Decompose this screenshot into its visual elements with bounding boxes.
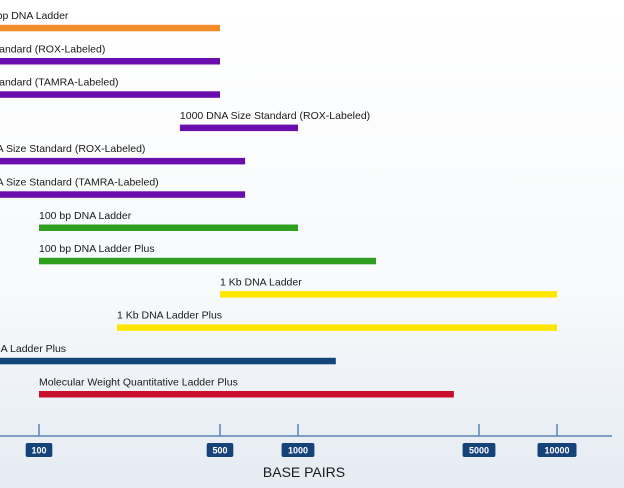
bar-1 bbox=[0, 24, 220, 32]
x-axis-title: BASE PAIRS bbox=[263, 464, 345, 480]
bars-layer: 50-500 bp DNA Ladder 500 DNA Size Standar… bbox=[0, 10, 557, 398]
x-tick-label: 10000 bbox=[544, 446, 569, 456]
bar-label: 1000 DNA Size Standard (ROX-Labeled) bbox=[180, 110, 370, 122]
bar-9 bbox=[220, 291, 557, 298]
bar-label: 625 DNA Size Standard (TAMRA-Labeled) bbox=[0, 177, 159, 189]
x-axis: 100 500 1000 5000 10000 bbox=[0, 424, 612, 457]
bar-8 bbox=[39, 257, 376, 265]
bar-12 bbox=[39, 391, 454, 398]
x-tick-label: 100 bbox=[31, 446, 46, 456]
bar-11 bbox=[0, 357, 336, 365]
bar-label: 100 bp DNA Ladder bbox=[39, 210, 132, 222]
x-tick-box bbox=[206, 443, 234, 457]
bar-label: 500 DNA Size Standard (TAMRA-Labeled) bbox=[0, 77, 119, 89]
x-tick-label: 5000 bbox=[469, 446, 489, 456]
bar-label: 2 Kb DNA Ladder Plus bbox=[0, 343, 66, 355]
x-tick-label: 500 bbox=[212, 446, 227, 456]
bar-label: Molecular Weight Quantitative Ladder Plu… bbox=[39, 376, 238, 388]
x-tick-label: 1000 bbox=[288, 446, 308, 456]
bar-10 bbox=[117, 324, 557, 331]
bar-6 bbox=[0, 191, 246, 198]
x-tick-box bbox=[281, 443, 315, 457]
bar-3 bbox=[0, 91, 221, 98]
bar-7 bbox=[39, 224, 298, 231]
bar-label: 50-500 bp DNA Ladder bbox=[0, 10, 69, 22]
bar-2 bbox=[0, 58, 221, 65]
x-tick-box bbox=[462, 443, 496, 457]
bar-4 bbox=[179, 124, 298, 132]
x-tick-box bbox=[25, 443, 53, 457]
bar-label: 625 DNA Size Standard (ROX-Labeled) bbox=[0, 143, 145, 155]
bar-label: 1 Kb DNA Ladder Plus bbox=[117, 310, 222, 322]
bar-label: 100 bp DNA Ladder Plus bbox=[39, 243, 155, 255]
x-tick-box bbox=[537, 443, 577, 457]
bar-label: 1 Kb DNA Ladder bbox=[220, 276, 302, 288]
bar-label: 500 DNA Size Standard (ROX-Labeled) bbox=[0, 43, 105, 55]
bar-5 bbox=[0, 157, 246, 165]
